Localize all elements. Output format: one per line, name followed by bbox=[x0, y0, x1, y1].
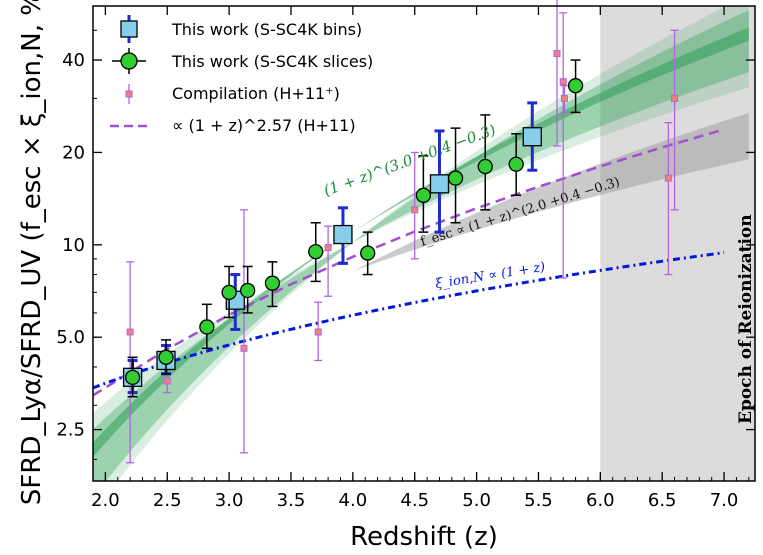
legend-slices-marker bbox=[120, 52, 138, 70]
x-axis-title: Redshift (z) bbox=[350, 522, 498, 552]
fesc-band bbox=[352, 113, 749, 272]
compilation-point bbox=[411, 206, 419, 214]
compilation-point bbox=[559, 78, 567, 86]
legend-entry-bins: This work (S-SC4K bins) bbox=[120, 15, 362, 43]
plot-area: 2.0 2.5 3.0 3.5 4.0 4.5 5.0 5.5 6.0 6.5 7.0 2.5 5.0 1… bbox=[56, 0, 756, 511]
y-tick-label: 10 bbox=[62, 235, 85, 256]
x-tick-label: 2.0 bbox=[91, 490, 120, 511]
slices-point bbox=[447, 170, 464, 186]
slices-point bbox=[508, 156, 524, 172]
x-tick-label: 6.0 bbox=[586, 490, 615, 511]
slices-point bbox=[360, 245, 376, 261]
compilation-point bbox=[671, 94, 679, 102]
x-tick-label: 4.5 bbox=[400, 490, 429, 511]
y-tick-label: 2.5 bbox=[56, 420, 85, 441]
epoch-of-reionization-label: Epoch of Reionization bbox=[736, 214, 756, 424]
y-tick-label: 5.0 bbox=[56, 327, 85, 348]
plot-frame bbox=[92, 5, 756, 482]
x-tick-label: 7.0 bbox=[710, 490, 739, 511]
y-tick-label: 20 bbox=[62, 142, 85, 163]
compilation-point bbox=[126, 328, 134, 336]
compilation-point bbox=[560, 94, 568, 102]
compilation-point bbox=[314, 328, 322, 336]
slices-point bbox=[158, 349, 174, 365]
legend-bins-marker bbox=[120, 20, 138, 38]
x-tick-label: 2.5 bbox=[153, 490, 182, 511]
compilation-point bbox=[163, 377, 171, 385]
slices-point bbox=[124, 369, 141, 385]
bins-point bbox=[429, 174, 450, 194]
legend-slices-label: This work (S-SC4K slices) bbox=[171, 52, 373, 71]
x-tick-label: 3.0 bbox=[215, 490, 244, 511]
legend-compilation-label: Compilation (H+11⁺) bbox=[172, 84, 340, 103]
compilation-point bbox=[324, 244, 332, 252]
slices-point bbox=[240, 282, 256, 299]
xi-ion-line bbox=[93, 251, 725, 390]
legend-entry-slices: This work (S-SC4K slices) bbox=[112, 48, 373, 74]
fit-band-mid bbox=[93, 10, 749, 481]
legend-powerlaw-label: ∝ (1 + z)^2.57 (H+11) bbox=[172, 116, 356, 135]
compilation-point bbox=[664, 174, 672, 182]
x-tick-label: 3.5 bbox=[277, 490, 306, 511]
x-tick-label: 4.0 bbox=[339, 490, 368, 511]
bins-point bbox=[522, 127, 542, 147]
axis-ticks: 2.0 2.5 3.0 3.5 4.0 4.5 5.0 5.5 6.0 6.5 7.0 2.5 5.0 1… bbox=[56, 6, 755, 511]
x-tick-label: 5.0 bbox=[462, 490, 491, 511]
legend-bins-label: This work (S-SC4K bins) bbox=[171, 20, 362, 39]
slices-point bbox=[199, 319, 215, 335]
legend-compilation-marker bbox=[125, 90, 133, 98]
bins-point bbox=[333, 224, 353, 245]
model-bands bbox=[93, 6, 749, 481]
x-tick-label: 5.5 bbox=[524, 490, 553, 511]
legend-entry-powerlaw: ∝ (1 + z)^2.57 (H+11) bbox=[110, 116, 356, 135]
compilation-point bbox=[240, 344, 248, 352]
slices-point bbox=[308, 244, 324, 260]
y-axis-title: SFRD_Lyα/SFRD_UV (f_esc × ξ_ion,N, %) bbox=[17, 0, 47, 505]
legend: This work (S-SC4K bins) This work (S-SC4… bbox=[110, 15, 373, 135]
legend-entry-compilation: Compilation (H+11⁺) bbox=[125, 84, 340, 104]
slices-point bbox=[221, 284, 237, 301]
fit-band-outer bbox=[93, 6, 749, 481]
y-tick-label: 40 bbox=[62, 50, 85, 71]
compilation-point bbox=[553, 50, 561, 58]
slices-point bbox=[567, 78, 584, 94]
slices-point bbox=[477, 158, 493, 175]
slices-point bbox=[264, 275, 281, 291]
data-points bbox=[122, 0, 679, 464]
x-tick-label: 6.5 bbox=[648, 490, 677, 511]
slices-point bbox=[415, 187, 432, 203]
